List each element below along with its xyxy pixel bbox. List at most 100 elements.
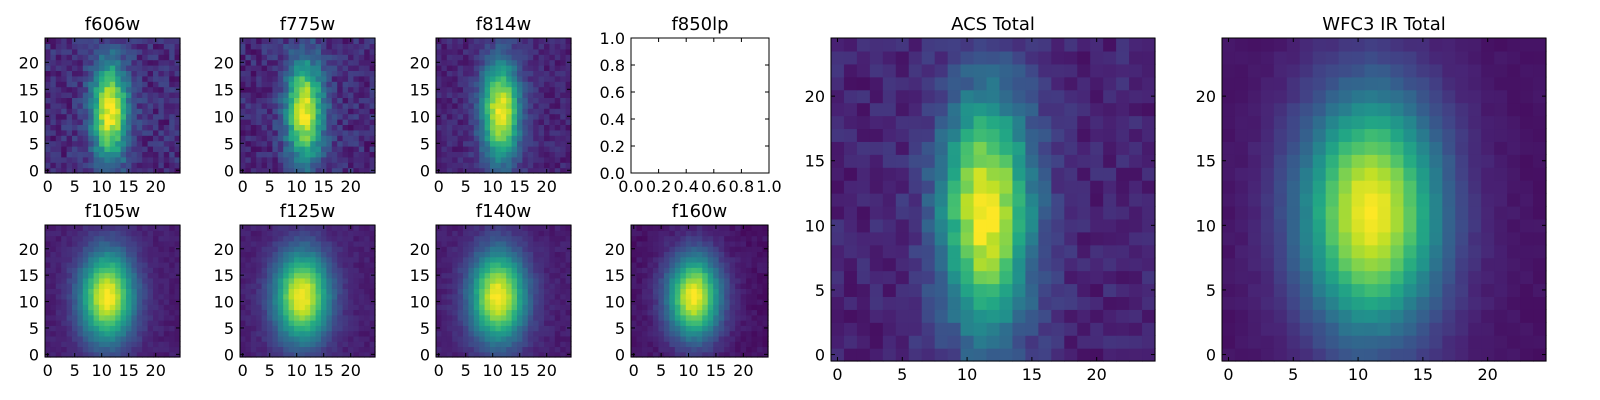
heatmap-cell bbox=[490, 251, 496, 258]
x-tick-label: 0.0 bbox=[618, 177, 643, 196]
heatmap-cell bbox=[960, 322, 975, 336]
heatmap-cell bbox=[104, 43, 111, 50]
heatmap-cell bbox=[77, 75, 84, 82]
heatmap-cell bbox=[153, 86, 159, 93]
heatmap-cell bbox=[484, 277, 491, 284]
heatmap-cell bbox=[636, 330, 643, 337]
heatmap-cell bbox=[331, 151, 338, 158]
heatmap-cell bbox=[457, 341, 464, 348]
heatmap-cell bbox=[1051, 244, 1065, 259]
heatmap-cell bbox=[500, 283, 507, 289]
heatmap-cell bbox=[256, 65, 263, 71]
heatmap-cell bbox=[245, 246, 252, 252]
heatmap-cell bbox=[685, 246, 692, 252]
heatmap-cell bbox=[72, 113, 78, 120]
heatmap-cell bbox=[299, 298, 306, 305]
heatmap-cell bbox=[490, 277, 496, 284]
heatmap-cell bbox=[473, 92, 480, 98]
heatmap-cell bbox=[446, 102, 453, 109]
heatmap-cell bbox=[364, 108, 371, 115]
heatmap-cell bbox=[1051, 348, 1065, 362]
heatmap-cell bbox=[277, 251, 284, 258]
heatmap-cell bbox=[93, 261, 100, 268]
heatmap-cell bbox=[326, 267, 333, 274]
heatmap-cell bbox=[142, 351, 149, 358]
heatmap-cell bbox=[856, 244, 871, 259]
heatmap-cell bbox=[61, 288, 68, 295]
heatmap-cell bbox=[299, 38, 306, 44]
heatmap-cell bbox=[457, 135, 464, 142]
heatmap-cell bbox=[565, 38, 572, 44]
heatmap-cell bbox=[691, 314, 698, 321]
heatmap-cell bbox=[869, 322, 884, 336]
heatmap-cell bbox=[163, 256, 170, 263]
heatmap-cell bbox=[283, 124, 290, 131]
heatmap-cell bbox=[757, 246, 764, 252]
heatmap-cell bbox=[163, 351, 170, 358]
heatmap-cell bbox=[479, 43, 486, 50]
heatmap-cell bbox=[986, 205, 1001, 220]
heatmap-cell bbox=[533, 59, 540, 66]
heatmap-cell bbox=[61, 251, 68, 258]
heatmap-cell bbox=[337, 320, 344, 326]
heatmap-cell bbox=[72, 230, 78, 237]
heatmap-cell bbox=[843, 180, 858, 194]
heatmap-cell bbox=[147, 151, 154, 158]
heatmap-cell bbox=[93, 351, 100, 358]
heatmap-cell bbox=[527, 304, 534, 311]
heatmap-cell bbox=[169, 325, 176, 332]
heatmap-cell bbox=[702, 240, 709, 247]
heatmap-cell bbox=[61, 135, 68, 142]
heatmap-cell bbox=[452, 235, 459, 242]
heatmap-cell bbox=[283, 261, 290, 268]
heatmap-cell bbox=[724, 293, 731, 300]
heatmap-cell bbox=[72, 119, 78, 125]
heatmap-cell bbox=[169, 246, 176, 252]
heatmap-cell bbox=[457, 225, 464, 231]
heatmap-cell bbox=[158, 351, 165, 358]
y-tick-label: 15 bbox=[410, 266, 430, 285]
heatmap-cell bbox=[538, 54, 545, 61]
x-tick-label: 10 bbox=[92, 177, 112, 196]
heatmap-cell bbox=[446, 81, 453, 88]
heatmap-cell bbox=[256, 346, 263, 353]
heatmap-cell bbox=[310, 346, 317, 353]
heatmap-cell bbox=[158, 86, 165, 93]
heatmap-cell bbox=[304, 54, 311, 61]
y-tick-label: 10 bbox=[214, 107, 234, 126]
heatmap-cell bbox=[245, 335, 252, 342]
heatmap-cell bbox=[506, 97, 513, 104]
heatmap-cell bbox=[740, 309, 747, 316]
heatmap-cell bbox=[299, 97, 306, 104]
heatmap-cell bbox=[685, 256, 692, 263]
heatmap-cell bbox=[66, 97, 73, 104]
heatmap-cell bbox=[82, 70, 89, 77]
heatmap-cell bbox=[457, 288, 464, 295]
heatmap-cell bbox=[353, 54, 360, 61]
heatmap-cell bbox=[120, 54, 127, 61]
heatmap-cell bbox=[364, 156, 371, 163]
heatmap-cell bbox=[353, 314, 360, 321]
heatmap-cell bbox=[158, 346, 165, 353]
heatmap-cell bbox=[256, 129, 263, 136]
heatmap-cell bbox=[82, 48, 89, 55]
heatmap-cell bbox=[527, 298, 534, 305]
heatmap-cell bbox=[729, 288, 736, 295]
heatmap-cell bbox=[115, 135, 122, 142]
heatmap-cell bbox=[718, 230, 725, 237]
heatmap-cell bbox=[250, 298, 257, 305]
heatmap-cell bbox=[1064, 193, 1078, 207]
heatmap-cell bbox=[158, 129, 165, 136]
heatmap-cell bbox=[115, 81, 122, 88]
heatmap-cell bbox=[256, 167, 263, 174]
heatmap-cell bbox=[669, 304, 676, 311]
heatmap-cell bbox=[240, 129, 246, 136]
heatmap-cell bbox=[729, 277, 736, 284]
heatmap-cell bbox=[669, 325, 676, 332]
heatmap-cell bbox=[484, 65, 491, 71]
heatmap-cell bbox=[364, 162, 371, 169]
heatmap-cell bbox=[490, 135, 496, 142]
heatmap-cell bbox=[522, 119, 529, 125]
heatmap-cell bbox=[93, 304, 100, 311]
heatmap-cell bbox=[457, 113, 464, 120]
